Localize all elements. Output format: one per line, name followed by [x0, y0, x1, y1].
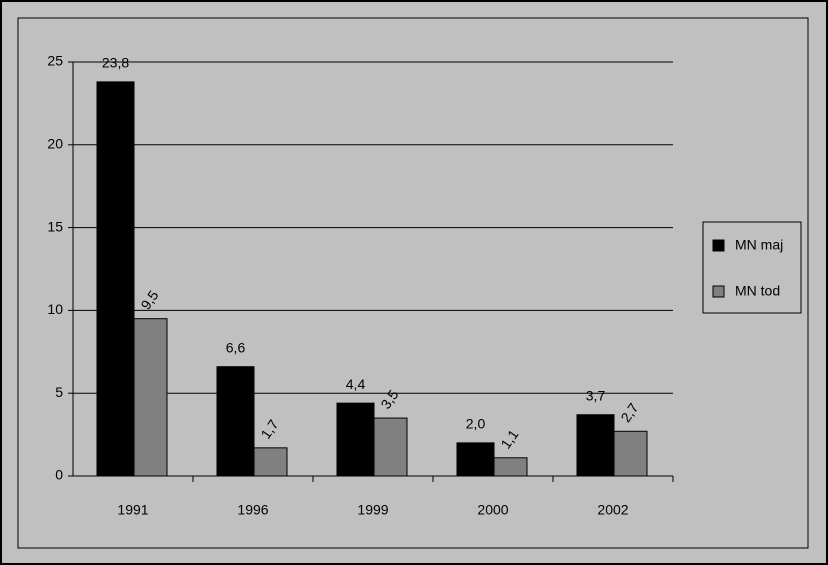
plot-area: 0510152025199123,89,519966,61,719994,43,… [47, 53, 674, 518]
bar [133, 318, 168, 477]
legend-label: MN tod [735, 283, 780, 299]
bar [336, 402, 375, 477]
x-tick-label: 1996 [237, 502, 268, 518]
data-label: 4,4 [346, 376, 366, 392]
y-tick-label: 15 [47, 218, 63, 234]
y-tick-label: 5 [55, 384, 63, 400]
bar [613, 430, 648, 477]
bar [456, 442, 495, 477]
y-tick-label: 20 [47, 136, 63, 152]
legend-swatch [712, 285, 725, 298]
bar [96, 81, 135, 477]
x-tick-label: 2002 [597, 502, 628, 518]
x-tick-label: 2000 [477, 502, 508, 518]
legend-box [702, 221, 802, 314]
bar [253, 447, 288, 477]
y-tick-label: 10 [47, 301, 63, 317]
bar [216, 366, 255, 477]
x-tick-label: 1999 [357, 502, 388, 518]
data-label: 2,0 [466, 416, 486, 432]
legend-swatch [712, 239, 725, 252]
bar [493, 457, 528, 477]
bar [373, 417, 408, 477]
data-label: 23,8 [102, 55, 129, 71]
x-tick-label: 1991 [117, 502, 148, 518]
legend-label: MN maj [735, 237, 783, 253]
plot-frame [17, 17, 809, 549]
legend: MN maj MN tod [702, 221, 802, 314]
data-label: 3,7 [586, 387, 606, 403]
data-label: 6,6 [226, 339, 246, 355]
bar [576, 414, 615, 477]
y-tick-label: 25 [47, 53, 63, 69]
y-tick-label: 0 [55, 467, 63, 483]
